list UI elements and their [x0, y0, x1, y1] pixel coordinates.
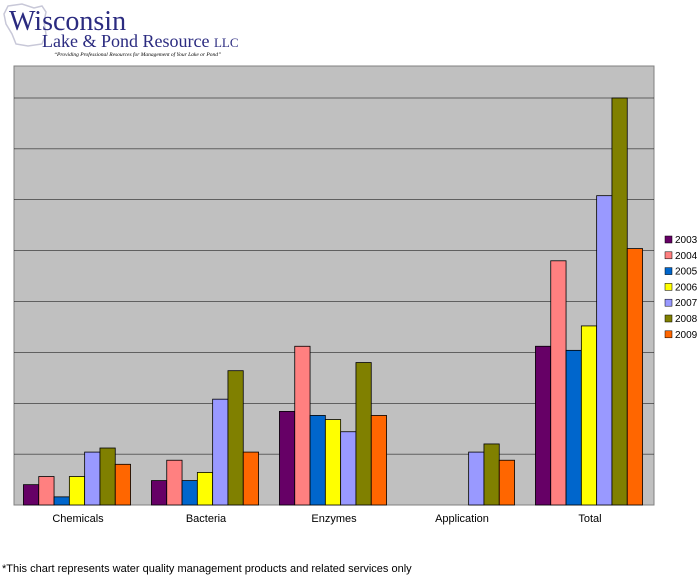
bar-application-2008 — [483, 443, 500, 506]
bar-application-2007 — [468, 451, 485, 506]
bar-bacteria-2008 — [227, 370, 244, 506]
bar-total-2003 — [535, 345, 552, 506]
bar-enzymes-2007 — [340, 431, 357, 506]
bar-chemicals-2005 — [53, 496, 70, 506]
bar-total-2007 — [596, 195, 613, 506]
bar-enzymes-2008 — [355, 362, 372, 506]
legend-label-2009: 2009 — [675, 330, 698, 341]
company-logo: Wisconsin Lake & Pond Resource LLC “Prov… — [3, 3, 239, 58]
bar-enzymes-2003 — [279, 410, 296, 506]
legend-swatch-2003 — [664, 235, 673, 244]
bar-bacteria-2005 — [181, 480, 198, 506]
bar-enzymes-2005 — [309, 415, 326, 506]
legend-label-2008: 2008 — [675, 314, 698, 325]
bar-bacteria-2007 — [212, 398, 229, 506]
legend-label-2004: 2004 — [675, 251, 698, 262]
bar-total-2008 — [611, 97, 628, 506]
bar-total-2009 — [626, 248, 643, 506]
bar-chemicals-2009 — [114, 463, 131, 506]
legend-label-2007: 2007 — [675, 298, 698, 309]
bar-chemicals-2007 — [84, 451, 101, 506]
legend-swatch-2004 — [664, 251, 673, 260]
legend-swatch-2005 — [664, 267, 673, 275]
x-tick-label: Total — [578, 513, 601, 525]
legend-swatch-2006 — [664, 283, 673, 291]
bar-application-2009 — [498, 459, 515, 506]
bar-enzymes-2006 — [324, 419, 342, 506]
bar-bacteria-2009 — [242, 451, 259, 506]
x-tick-label: Chemicals — [52, 513, 104, 525]
legend-label-2005: 2005 — [675, 267, 698, 278]
chart-footnote: *This chart represents water quality man… — [2, 563, 412, 575]
bar-enzymes-2004 — [294, 345, 311, 506]
legend-swatch-2008 — [664, 314, 673, 323]
legend: 2003 2004 2005 2006 2007 2008 2009 — [664, 235, 698, 341]
logo-wisconsin: Wisconsin — [9, 6, 126, 37]
bar-total-2005 — [565, 349, 582, 506]
bar-bacteria-2003 — [151, 480, 168, 506]
legend-swatch-2009 — [664, 330, 673, 339]
x-tick-label: Enzymes — [311, 513, 357, 525]
legend-label-2003: 2003 — [675, 235, 698, 246]
bar-bacteria-2006 — [196, 472, 214, 506]
x-tick-label: Application — [435, 513, 489, 525]
bar-chemicals-2004 — [38, 476, 55, 506]
bar-total-2006 — [580, 325, 598, 506]
bar-chemicals-2003 — [23, 484, 40, 506]
bar-enzymes-2009 — [370, 415, 387, 506]
logo-lake-pond: Lake & Pond Resource LLC — [42, 31, 239, 51]
x-axis-labels: Chemicals Bacteria Enzymes Application Total — [52, 513, 601, 525]
bar-total-2004 — [550, 260, 567, 506]
legend-swatch-2007 — [664, 298, 673, 307]
legend-label-2006: 2006 — [675, 282, 698, 293]
x-tick-label: Bacteria — [186, 513, 227, 525]
wisconsin-state-outline — [3, 3, 47, 47]
bars — [23, 97, 643, 506]
bar-chemicals-2006 — [68, 476, 86, 506]
bar-chemicals-2008 — [99, 447, 116, 506]
logo-tagline: “Providing Professional Resources for Ma… — [54, 51, 221, 58]
bar-bacteria-2004 — [166, 459, 183, 506]
